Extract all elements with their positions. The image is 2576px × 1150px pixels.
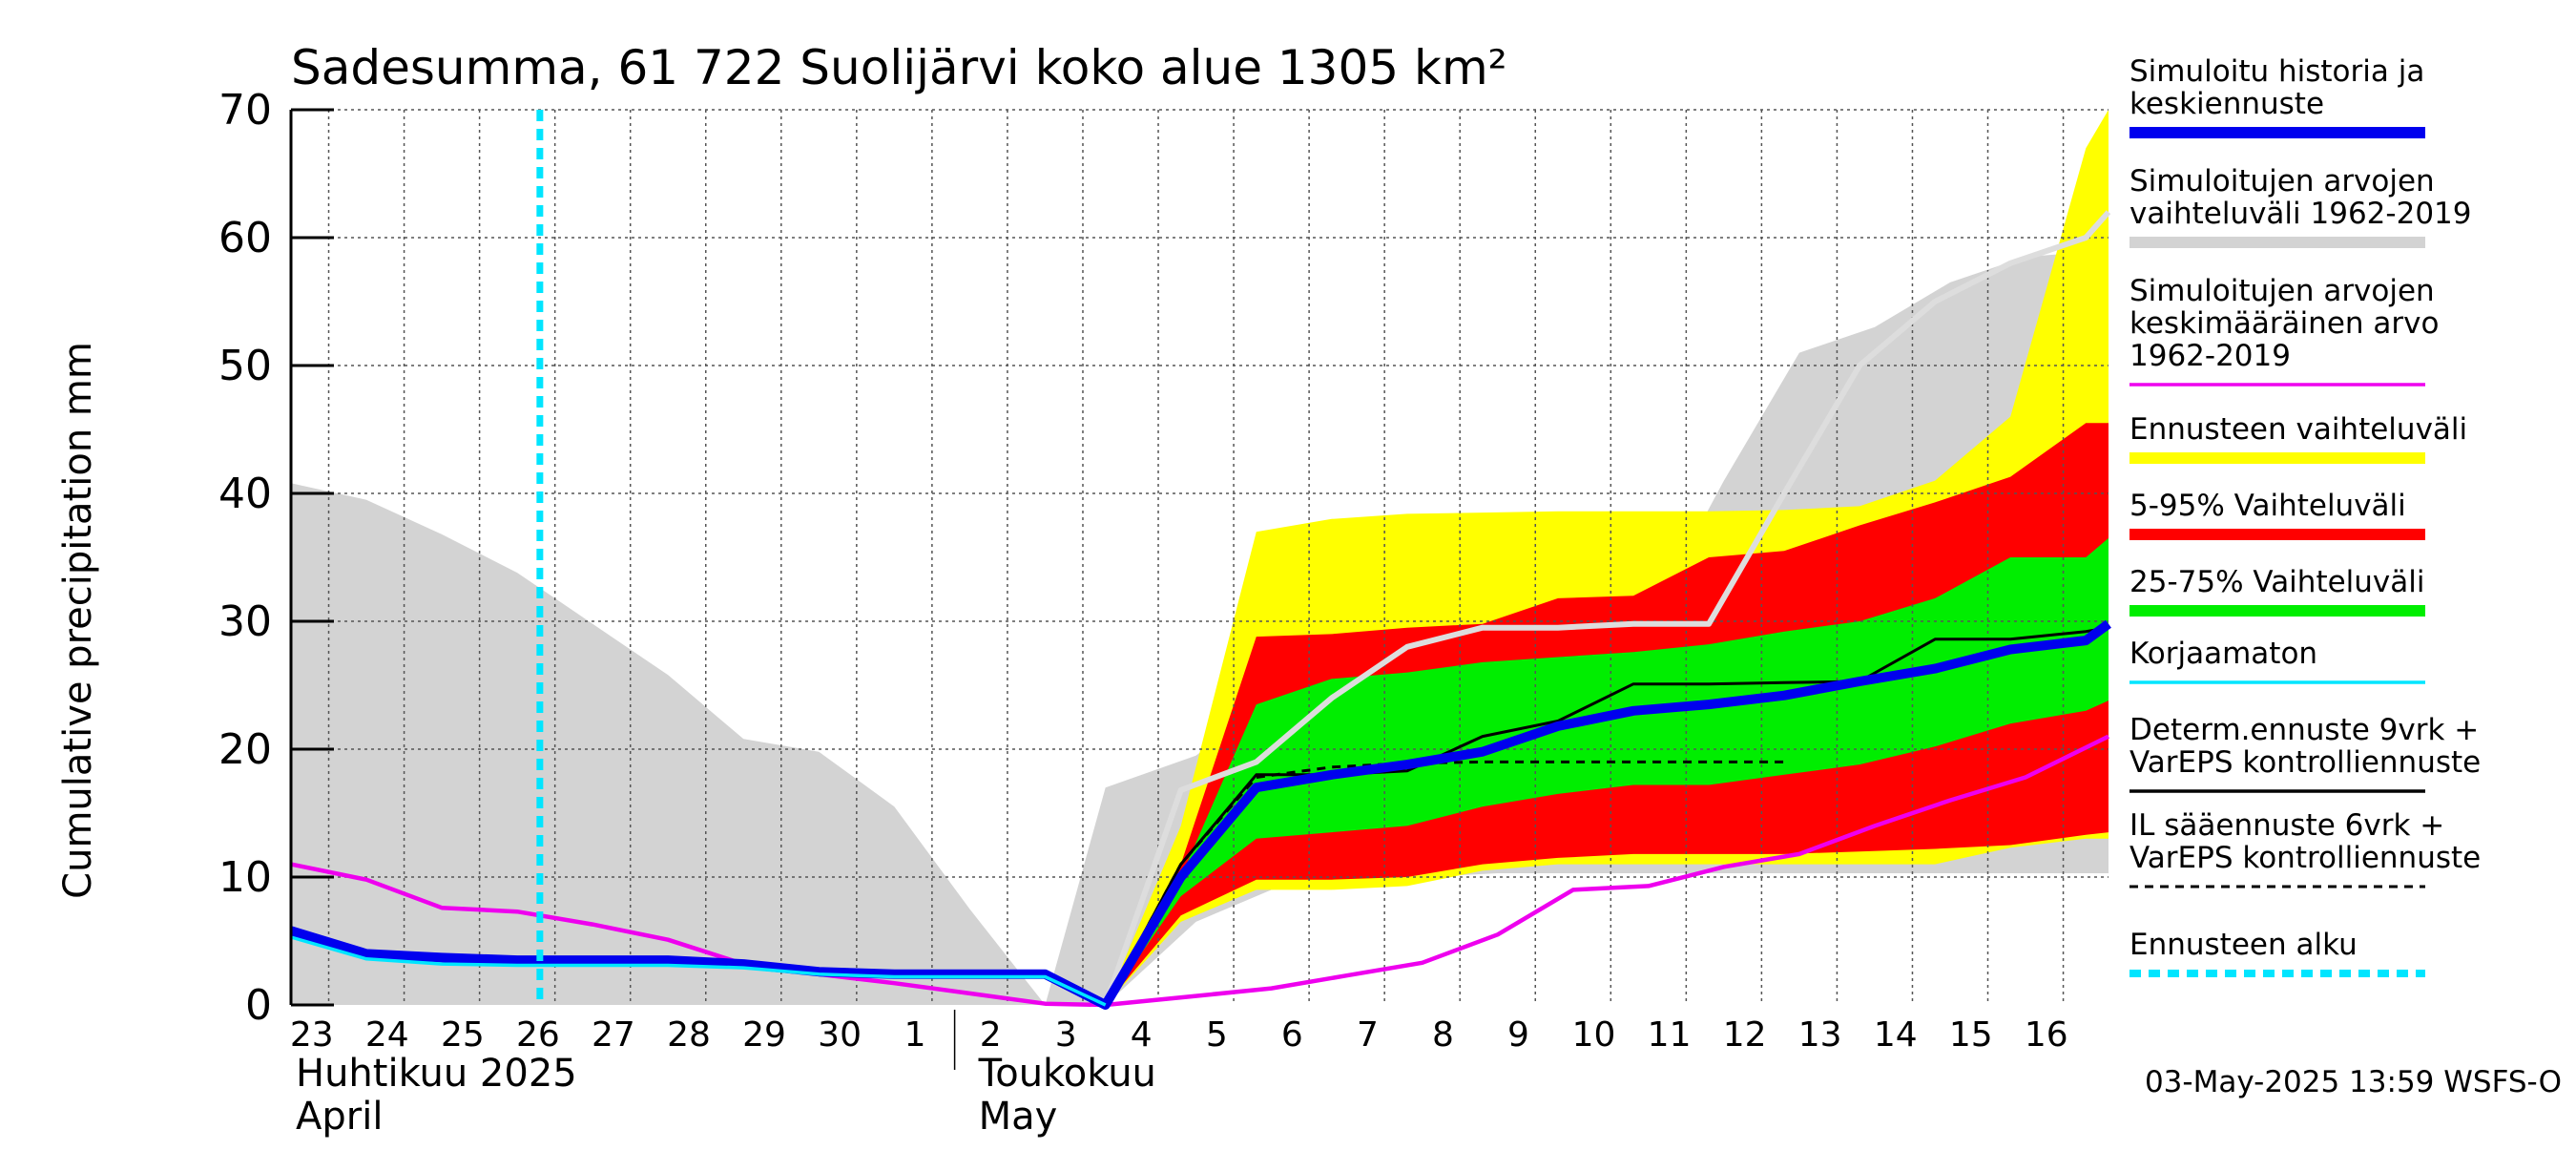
x-tick-label: 14 [1874,1015,1918,1055]
x-tick-label: 30 [818,1015,862,1055]
month-label: Toukokuu [978,1052,1156,1096]
y-axis-label: Cumulative precipitation mm [56,342,100,899]
chart-title: Sadesumma, 61 722 Suolijärvi koko alue 1… [291,40,1507,95]
legend-label: 1962-2019 [2129,339,2291,373]
legend-entry: Determ.ennuste 9vrk +VarEPS kontrollienn… [2129,713,2481,793]
x-tick-label: 29 [742,1015,786,1055]
legend-entry: IL sääennuste 6vrk + VarEPS kontrollienn… [2129,808,2481,889]
x-tick-label: 13 [1798,1015,1842,1055]
legend-label: Ennusteen alku [2129,928,2358,962]
x-tick-label: 28 [667,1015,711,1055]
x-tick-label: 6 [1281,1015,1303,1055]
x-tick-label: 9 [1507,1015,1529,1055]
legend-label: Simuloitujen arvojen [2129,274,2435,308]
legend-label: keskiennuste [2129,87,2324,121]
y-tick-label: 40 [218,470,272,518]
legend-entry: 5-95% Vaihteluväli [2129,489,2425,540]
month-label: Huhtikuu 2025 [296,1052,577,1096]
legend-label: Korjaamaton [2129,637,2317,671]
month-label-en: May [979,1095,1058,1139]
legend-label: Ennusteen vaihteluväli [2129,412,2467,447]
legend-label: 5-95% Vaihteluväli [2129,489,2406,523]
plot-area [289,109,2111,1010]
legend-label: Simuloitujen arvojen [2129,164,2435,199]
timestamp: 03-May-2025 13:59 WSFS-O [2145,1065,2562,1099]
legend-entry: Ennusteen alku [2129,928,2425,977]
x-tick-label: 26 [516,1015,560,1055]
legend-entry: Ennusteen vaihteluväli [2129,412,2467,464]
grid [291,109,2109,1005]
legend-label: Determ.ennuste 9vrk + [2129,713,2479,747]
legend-entry: Korjaamaton [2129,637,2425,684]
determ-forecast-line [1104,626,2109,1006]
x-tick-label: 8 [1432,1015,1454,1055]
legend-label: Simuloitu historia ja [2129,54,2424,89]
legend: Simuloitu historia jakeskiennusteSimuloi… [2129,54,2481,977]
simulated-history-line [289,619,2111,1010]
x-tick-label: 25 [441,1015,485,1055]
x-tick-label: 16 [2025,1015,2068,1055]
band-25-75 [1105,537,2109,1005]
legend-entry: 25-75% Vaihteluväli [2129,565,2425,617]
x-tick-label: 4 [1131,1015,1153,1055]
x-tick-label: 2 [980,1015,1002,1055]
uncorrected-line [290,935,1107,1007]
y-tick-label: 50 [218,342,272,390]
y-tick-label: 30 [218,597,272,646]
x-tick-label: 24 [365,1015,409,1055]
y-tick-label: 10 [218,853,272,902]
x-tick-label: 15 [1949,1015,1993,1055]
month-label-en: April [296,1095,383,1139]
legend-label: VarEPS kontrolliennuste [2129,745,2481,780]
legend-label: vaihteluväli 1962-2019 [2129,197,2471,231]
y-tick-label: 0 [245,981,272,1030]
x-tick-label: 3 [1055,1015,1077,1055]
legend-label: VarEPS kontrolliennuste [2129,841,2481,875]
x-tick-label: 7 [1357,1015,1379,1055]
x-tick-label: 23 [290,1015,334,1055]
historical-max-line [1102,210,2111,1006]
x-tick-label: 12 [1723,1015,1767,1055]
x-tick-label: 11 [1648,1015,1692,1055]
x-tick-label: 1 [904,1015,926,1055]
legend-label: IL sääennuste 6vrk + [2129,808,2444,843]
legend-label: 25-75% Vaihteluväli [2129,565,2425,599]
x-tick-label: 10 [1572,1015,1616,1055]
simulated-mean-line [290,734,2109,1008]
y-tick-label: 70 [218,86,272,135]
y-tick-label: 60 [218,214,272,262]
x-tick-label: 27 [592,1015,635,1055]
y-tick-label: 20 [218,725,272,774]
x-tick-label: 5 [1206,1015,1228,1055]
legend-label: keskimääräinen arvo [2129,306,2439,341]
